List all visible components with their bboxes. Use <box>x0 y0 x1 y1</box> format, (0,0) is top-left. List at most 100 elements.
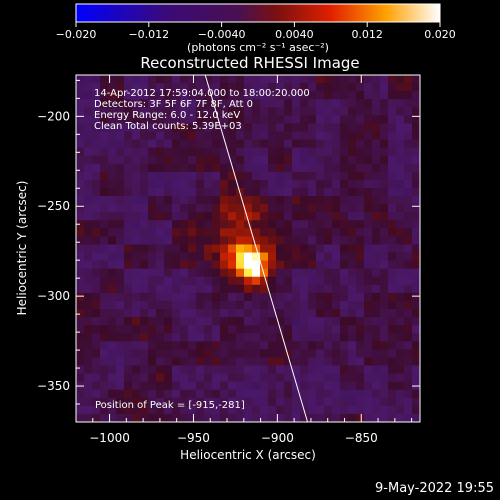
annotation-detectors: Detectors: 3F 5F 6F 7F 8F, Att 0 <box>94 99 253 110</box>
heatmap-cell <box>324 349 333 358</box>
heatmap-cell <box>148 236 157 245</box>
heatmap-cell <box>212 171 221 181</box>
heatmap-cell <box>364 260 373 270</box>
heatmap-cell <box>260 389 269 399</box>
heatmap-cell <box>356 397 365 407</box>
heatmap-cell <box>140 236 149 245</box>
heatmap-cell <box>220 220 229 229</box>
heatmap-cell <box>164 91 173 100</box>
heatmap-cell <box>164 389 173 399</box>
heatmap-cell <box>268 236 277 245</box>
heatmap-cell <box>284 220 293 229</box>
heatmap-cell <box>324 236 333 245</box>
heatmap-cell <box>388 228 397 237</box>
heatmap-cell <box>108 107 117 116</box>
heatmap-cell <box>268 357 277 367</box>
heatmap-cell <box>252 413 261 423</box>
heatmap-cell <box>332 179 341 189</box>
heatmap-cell <box>276 83 285 92</box>
heatmap-cell <box>388 244 397 254</box>
heatmap-cell <box>100 349 109 358</box>
heatmap-cell <box>412 413 421 423</box>
heatmap-cell <box>252 341 261 350</box>
heatmap-cell <box>308 196 317 205</box>
heatmap-cell <box>404 155 413 165</box>
heatmap-cell <box>292 155 301 165</box>
heatmap-cell <box>372 357 381 367</box>
heatmap-cell <box>116 107 125 116</box>
heatmap-cell <box>260 91 269 100</box>
heatmap-cell <box>220 75 229 84</box>
heatmap-cell <box>164 317 173 326</box>
heatmap-cell <box>396 349 405 358</box>
heatmap-cell <box>228 397 237 407</box>
heatmap-cell <box>212 204 221 213</box>
heatmap-cell <box>116 228 125 237</box>
heatmap-cell <box>140 405 149 415</box>
heatmap-cell <box>180 107 189 116</box>
heatmap-cell <box>300 204 309 213</box>
heatmap-cell <box>308 341 317 350</box>
heatmap-cell <box>364 292 373 302</box>
heatmap-cell <box>356 260 365 270</box>
heatmap-cell <box>116 284 125 294</box>
heatmap-cell <box>220 373 229 383</box>
heatmap-cell <box>316 171 325 181</box>
heatmap-cell <box>396 91 405 100</box>
heatmap-cell <box>84 107 93 116</box>
heatmap-cell <box>316 83 325 92</box>
heatmap-cell <box>332 220 341 229</box>
heatmap-cell <box>396 99 405 108</box>
heatmap-cell <box>260 236 269 245</box>
heatmap-cell <box>268 204 277 213</box>
heatmap-cell <box>84 357 93 367</box>
heatmap-cell <box>84 309 93 318</box>
heatmap-cell <box>204 131 213 141</box>
heatmap-cell <box>252 309 261 318</box>
heatmap-cell <box>396 341 405 350</box>
heatmap-cell <box>268 284 277 294</box>
heatmap-cell <box>172 171 181 181</box>
heatmap-cell <box>132 365 141 375</box>
heatmap-cell <box>180 244 189 254</box>
heatmap-cell <box>236 204 245 213</box>
heatmap-cell <box>308 260 317 270</box>
heatmap-cell <box>260 107 269 116</box>
heatmap-cell <box>148 268 157 278</box>
heatmap-cell <box>100 357 109 367</box>
heatmap-cell <box>380 252 389 262</box>
heatmap-cell <box>124 139 133 149</box>
heatmap-cell <box>228 139 237 149</box>
heatmap-cell <box>236 171 245 181</box>
heatmap-cell <box>204 317 213 326</box>
heatmap-cell <box>236 365 245 375</box>
heatmap-cell <box>132 236 141 245</box>
heatmap-cell <box>108 333 117 342</box>
heatmap-cell <box>340 276 349 286</box>
heatmap-cell <box>204 268 213 278</box>
heatmap-cell <box>292 220 301 229</box>
heatmap-cell <box>316 220 325 229</box>
heatmap-cell <box>76 139 85 149</box>
heatmap-cell <box>164 99 173 108</box>
heatmap-cell <box>340 228 349 237</box>
heatmap-cell <box>332 107 341 116</box>
heatmap-cell <box>212 91 221 100</box>
heatmap-cell <box>156 75 165 84</box>
heatmap-cell <box>364 115 373 124</box>
heatmap-cell <box>244 196 253 205</box>
heatmap-cell <box>92 123 101 132</box>
heatmap-cell <box>172 268 181 278</box>
heatmap-cell <box>132 405 141 415</box>
heatmap-cell <box>92 381 101 391</box>
heatmap-cell <box>276 163 285 173</box>
heatmap-cell <box>380 349 389 358</box>
heatmap-cell <box>372 107 381 116</box>
heatmap-cell <box>116 123 125 132</box>
heatmap-cell <box>220 244 229 254</box>
heatmap-cell <box>396 212 405 221</box>
heatmap-cell <box>92 220 101 229</box>
heatmap-cell <box>292 381 301 391</box>
heatmap-cell <box>108 268 117 278</box>
heatmap-cell <box>308 204 317 213</box>
